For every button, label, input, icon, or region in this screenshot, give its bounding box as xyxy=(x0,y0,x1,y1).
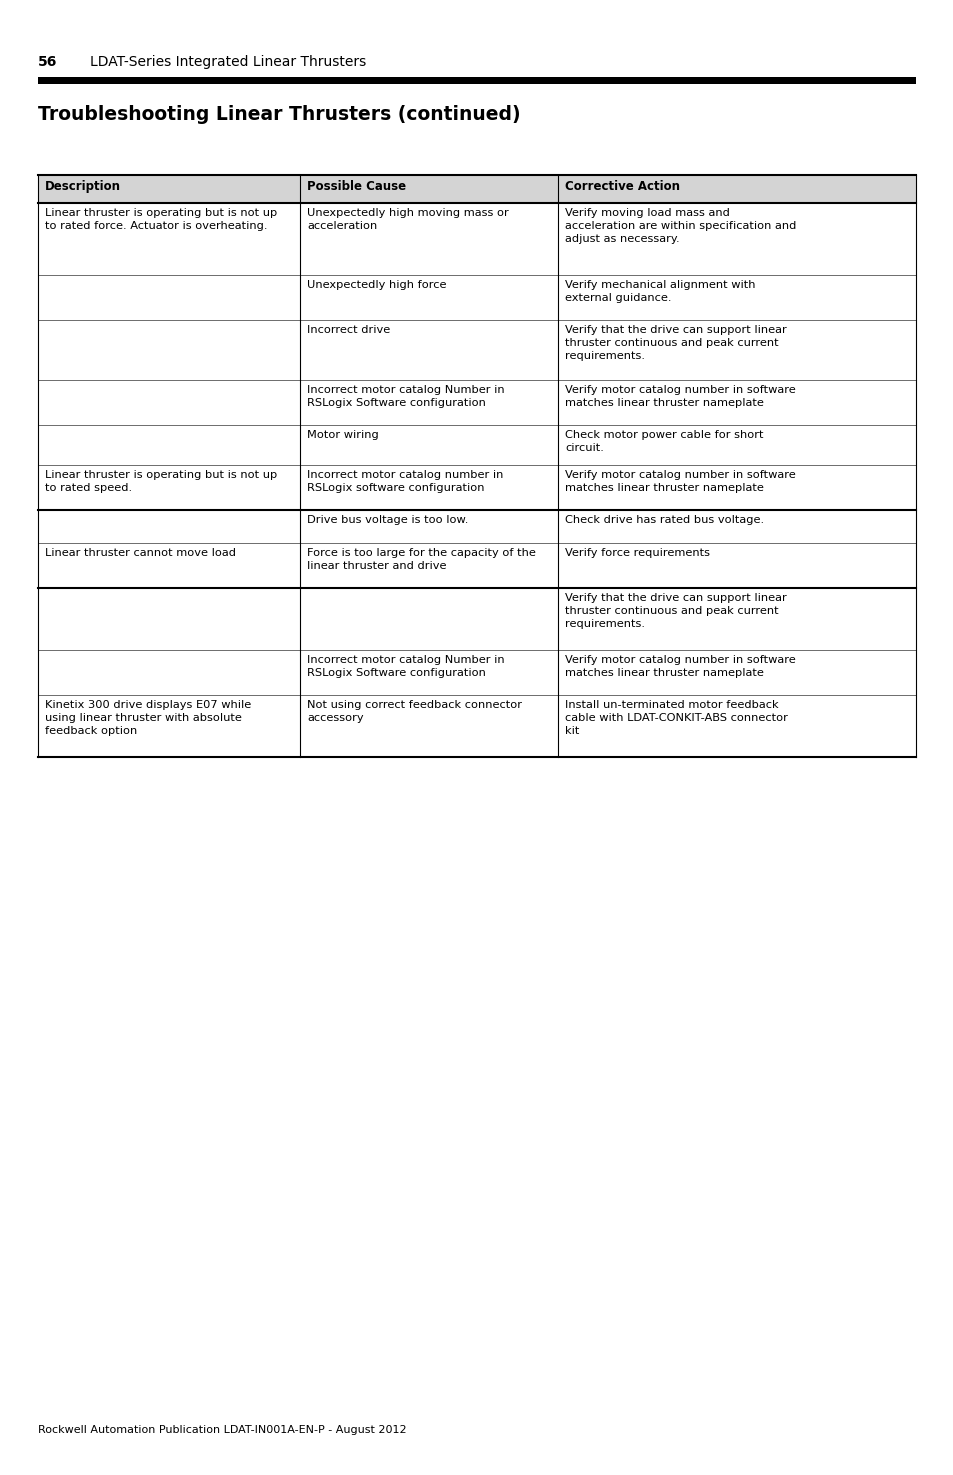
Text: Troubleshooting Linear Thrusters (continued): Troubleshooting Linear Thrusters (contin… xyxy=(38,105,520,124)
Text: Drive bus voltage is too low.: Drive bus voltage is too low. xyxy=(307,515,468,525)
Text: Force is too large for the capacity of the
linear thruster and drive: Force is too large for the capacity of t… xyxy=(307,549,536,571)
Text: Verify motor catalog number in software
matches linear thruster nameplate: Verify motor catalog number in software … xyxy=(564,471,795,493)
Text: Incorrect drive: Incorrect drive xyxy=(307,324,390,335)
Text: Linear thruster is operating but is not up
to rated speed.: Linear thruster is operating but is not … xyxy=(45,471,277,493)
Text: Verify mechanical alignment with
external guidance.: Verify mechanical alignment with externa… xyxy=(564,280,755,302)
Text: Incorrect motor catalog Number in
RSLogix Software configuration: Incorrect motor catalog Number in RSLogi… xyxy=(307,655,504,678)
Text: Incorrect motor catalog Number in
RSLogix Software configuration: Incorrect motor catalog Number in RSLogi… xyxy=(307,385,504,407)
Text: Unexpectedly high force: Unexpectedly high force xyxy=(307,280,446,291)
Bar xyxy=(38,77,915,84)
Text: Not using correct feedback connector
accessory: Not using correct feedback connector acc… xyxy=(307,701,521,723)
Text: Linear thruster cannot move load: Linear thruster cannot move load xyxy=(45,549,235,558)
Text: Kinetix 300 drive displays E07 while
using linear thruster with absolute
feedbac: Kinetix 300 drive displays E07 while usi… xyxy=(45,701,251,736)
Text: 56: 56 xyxy=(38,55,57,69)
Text: Verify that the drive can support linear
thruster continuous and peak current
re: Verify that the drive can support linear… xyxy=(564,324,786,360)
Text: Verify moving load mass and
acceleration are within specification and
adjust as : Verify moving load mass and acceleration… xyxy=(564,208,796,243)
Text: Incorrect motor catalog number in
RSLogix software configuration: Incorrect motor catalog number in RSLogi… xyxy=(307,471,503,493)
Text: Check motor power cable for short
circuit.: Check motor power cable for short circui… xyxy=(564,431,762,453)
Text: Corrective Action: Corrective Action xyxy=(564,180,679,193)
Text: Verify motor catalog number in software
matches linear thruster nameplate: Verify motor catalog number in software … xyxy=(564,655,795,678)
Text: Motor wiring: Motor wiring xyxy=(307,431,378,440)
Text: Verify that the drive can support linear
thruster continuous and peak current
re: Verify that the drive can support linear… xyxy=(564,593,786,628)
Text: Unexpectedly high moving mass or
acceleration: Unexpectedly high moving mass or acceler… xyxy=(307,208,508,230)
Text: Check drive has rated bus voltage.: Check drive has rated bus voltage. xyxy=(564,515,763,525)
Text: Possible Cause: Possible Cause xyxy=(307,180,406,193)
Text: Verify force requirements: Verify force requirements xyxy=(564,549,709,558)
Text: Verify motor catalog number in software
matches linear thruster nameplate: Verify motor catalog number in software … xyxy=(564,385,795,407)
Text: Rockwell Automation Publication LDAT-IN001A-EN-P - August 2012: Rockwell Automation Publication LDAT-IN0… xyxy=(38,1425,406,1435)
Text: Description: Description xyxy=(45,180,121,193)
Text: Install un-terminated motor feedback
cable with LDAT-CONKIT-ABS connector
kit: Install un-terminated motor feedback cab… xyxy=(564,701,787,736)
Bar xyxy=(38,176,915,204)
Text: LDAT-Series Integrated Linear Thrusters: LDAT-Series Integrated Linear Thrusters xyxy=(90,55,366,69)
Text: Linear thruster is operating but is not up
to rated force. Actuator is overheati: Linear thruster is operating but is not … xyxy=(45,208,277,230)
